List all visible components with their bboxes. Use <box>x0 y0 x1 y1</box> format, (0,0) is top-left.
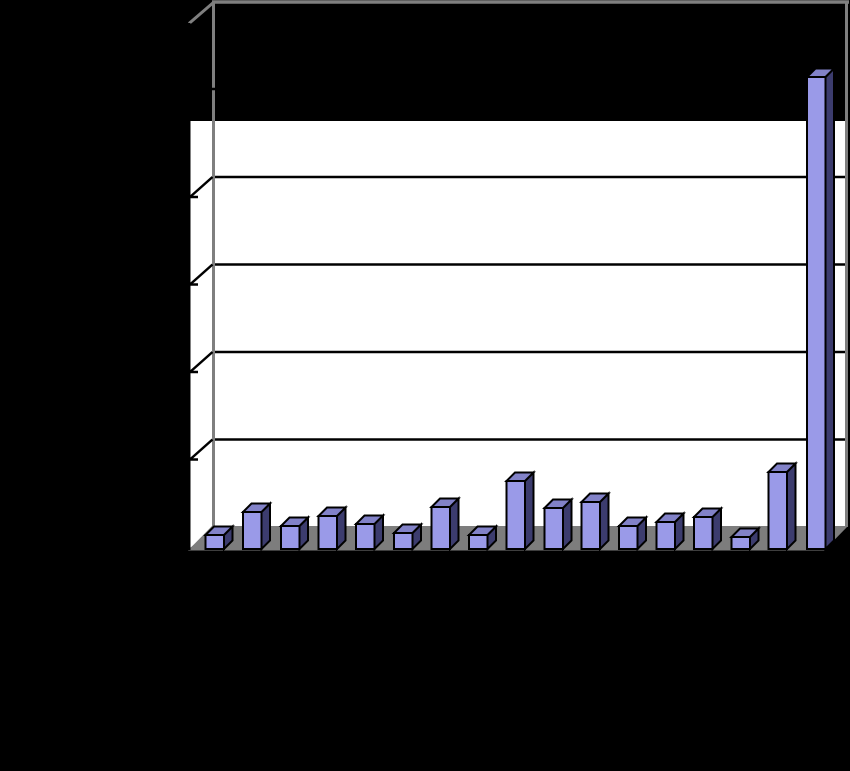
gridline-group <box>214 175 846 441</box>
bar-front-face <box>393 532 414 550</box>
gridline-depth-tick <box>189 176 214 198</box>
bar-front-face <box>618 525 639 550</box>
bar-front-face <box>655 521 676 550</box>
bar <box>429 496 461 552</box>
bar <box>542 497 574 552</box>
value-axis <box>183 23 217 550</box>
bar-front-face <box>430 506 451 550</box>
bar-front-face <box>204 534 225 550</box>
bar <box>316 505 348 552</box>
bar <box>691 506 724 552</box>
gridline-depth-tick <box>189 438 214 461</box>
bar-side-face <box>786 461 797 552</box>
bar-front-face <box>317 515 338 550</box>
top-left-depth-edge <box>188 0 215 25</box>
bar <box>278 515 311 552</box>
bar <box>766 461 798 552</box>
bar-front-face <box>767 471 788 550</box>
bar <box>504 470 536 552</box>
gridline-depth-tick <box>189 351 214 373</box>
bar <box>203 524 235 552</box>
bar-front-face <box>580 501 601 550</box>
left-side-wall <box>188 121 214 550</box>
bar-side-face <box>524 470 535 552</box>
bar-side-face <box>824 66 835 552</box>
bar <box>654 511 686 552</box>
bar-front-face <box>730 536 751 550</box>
bar-front-face <box>505 480 526 550</box>
bar <box>579 491 611 552</box>
bar <box>804 66 837 552</box>
bar-front-face <box>693 516 714 550</box>
bar <box>391 522 424 552</box>
bar <box>353 513 386 552</box>
bars-group <box>203 66 837 552</box>
bar <box>240 501 273 552</box>
bar <box>466 524 499 552</box>
bar-front-face <box>468 534 489 550</box>
bar-front-face <box>806 76 827 550</box>
bar-front-face <box>242 511 263 550</box>
bar-front-face <box>355 523 376 550</box>
back-wall <box>214 121 846 527</box>
bar <box>616 515 649 552</box>
gridline-depth-tick <box>189 263 214 286</box>
bar-front-face <box>543 507 564 550</box>
bar-front-face <box>280 525 301 550</box>
bar <box>729 526 761 552</box>
